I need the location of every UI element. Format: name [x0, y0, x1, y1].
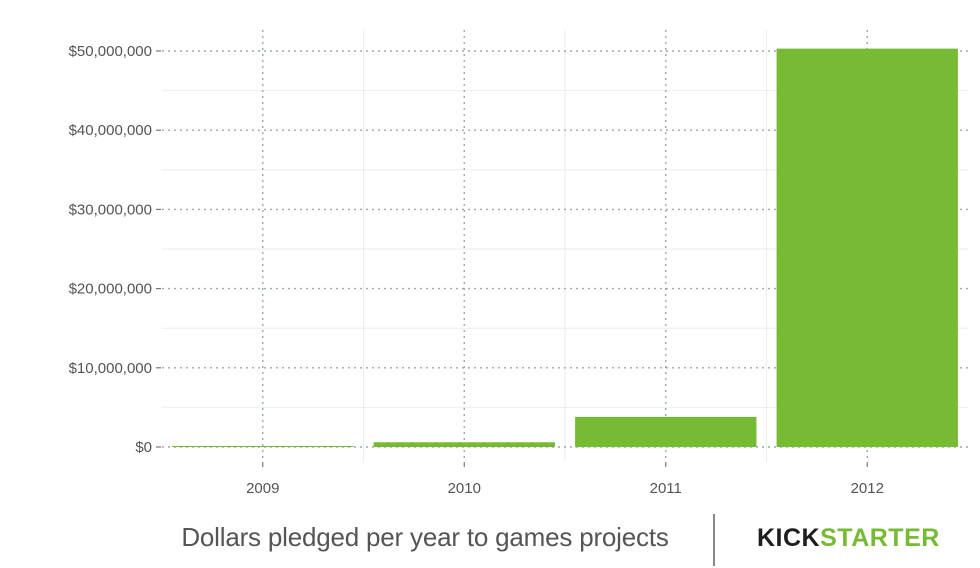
x-tick-label: 2009 [246, 480, 279, 497]
kickstarter-logo: KICKSTARTER [757, 524, 940, 553]
y-tick-label: $50,000,000 [69, 43, 152, 60]
bars [172, 48, 958, 448]
x-tick-label: 2010 [448, 480, 481, 497]
bar-2010 [373, 442, 555, 447]
x-tick-label: 2012 [851, 480, 884, 497]
bar-2012 [776, 48, 958, 448]
bar-2009 [172, 446, 354, 447]
y-tick-label: $20,000,000 [69, 281, 152, 298]
y-tick-label: $40,000,000 [69, 122, 152, 139]
x-axis-labels: 2009 2010 2011 2012 [246, 462, 884, 497]
bar-chart-svg: $0 $10,000,000 $20,000,000 $30,000,000 $40,0… [69, 30, 968, 497]
y-axis-labels: $0 $10,000,000 $20,000,000 $30,000,000 $40,0… [69, 43, 161, 456]
chart-caption: Dollars pledged per year to games projec… [181, 522, 669, 552]
y-tick-label: $30,000,000 [69, 201, 152, 218]
y-tick-label: $10,000,000 [69, 360, 152, 377]
y-tick-label: $0 [135, 439, 152, 456]
bar-2011 [575, 416, 757, 447]
logo-starter: STARTER [820, 524, 940, 552]
logo-kick: KICK [757, 524, 821, 552]
x-tick-label: 2011 [650, 480, 682, 497]
caption-divider [713, 514, 715, 566]
